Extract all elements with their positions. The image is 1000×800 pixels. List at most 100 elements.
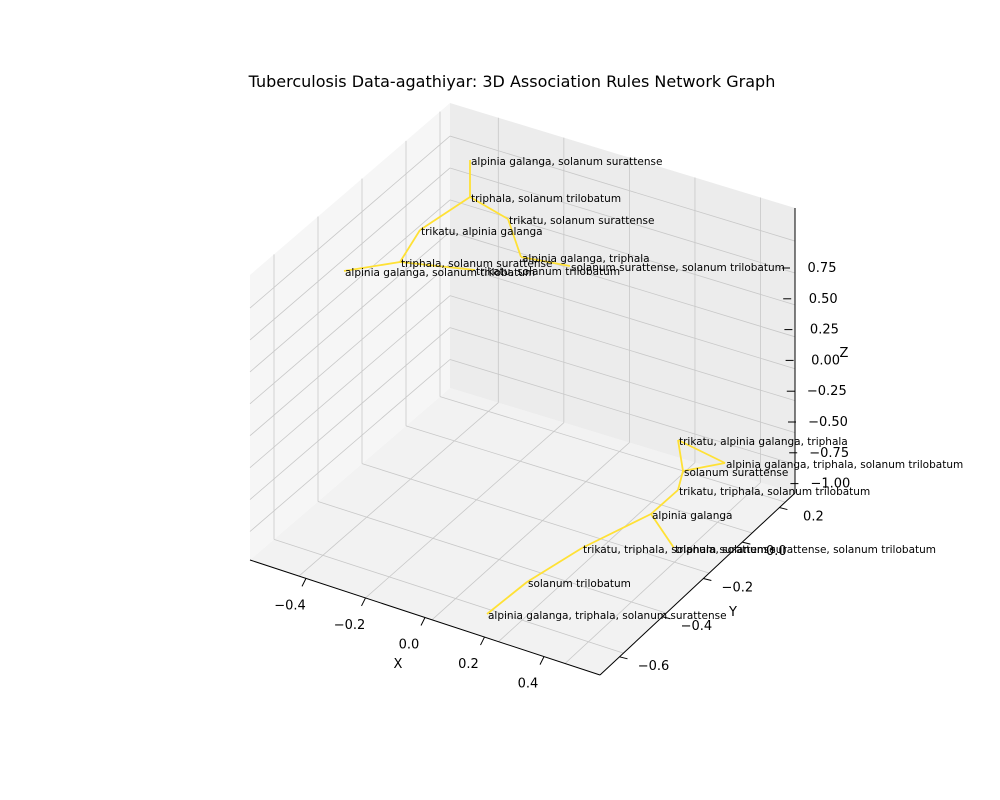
z-tick-label: −0.25 — [807, 384, 847, 399]
network-edge — [399, 229, 421, 263]
z-tick-label: −0.50 — [808, 415, 848, 430]
grid-line — [298, 402, 499, 577]
grid-line — [431, 442, 630, 621]
grid-line — [249, 135, 451, 309]
x-tick-mark — [420, 617, 426, 626]
grid-line — [449, 295, 796, 402]
node-label: trikatu, triphala, solanum trilobatum — [679, 486, 870, 498]
x-tick-label: −0.2 — [334, 618, 366, 633]
grid-line — [449, 359, 796, 465]
node-label: triphala, solanum surattense — [401, 258, 552, 270]
node-label: triphala, solanum surattense, solanum tr… — [675, 544, 936, 556]
x-tick-mark — [539, 656, 545, 665]
node-label: triphala, solanum trilobatum — [471, 193, 621, 205]
y-tick-mark — [619, 656, 628, 660]
grid-line — [564, 482, 761, 664]
y-tick-label: 0.2 — [803, 510, 824, 525]
z-axis-label: Z — [840, 346, 849, 361]
x-tick-mark — [301, 578, 307, 587]
y-tick-mark — [703, 578, 712, 582]
grid-line — [449, 263, 796, 370]
grid-line — [449, 167, 796, 274]
network-edge — [682, 462, 726, 472]
node-labels: alpinia galanga, solanum surattense triph… — [345, 156, 963, 622]
y-tick-label: −0.6 — [638, 659, 670, 674]
network-edge — [650, 489, 679, 515]
network-edge — [677, 439, 726, 464]
node-label: trikatu, triphala, solanum surattense — [583, 544, 776, 556]
grid-line — [449, 199, 796, 306]
node-label: alpinia galanga, triphala, solanum trilo… — [726, 459, 963, 471]
y-tick-mark — [662, 616, 671, 620]
left-wall-pane — [250, 103, 450, 560]
network-edge — [469, 196, 509, 220]
network-edges — [343, 160, 726, 615]
z-tick-label: 0.75 — [808, 261, 837, 276]
network-edge — [486, 581, 528, 615]
axis-line — [599, 492, 796, 676]
node-label: solanum surattense — [684, 467, 788, 479]
z-tick-label: 0.00 — [811, 353, 840, 368]
network-edge — [399, 261, 476, 271]
network-edge — [343, 261, 401, 272]
z-tick-label: −0.75 — [809, 446, 849, 461]
grid-line — [273, 538, 624, 654]
z-tick-label: 0.50 — [809, 292, 838, 307]
y-tick-label: −0.2 — [722, 581, 754, 596]
x-tick-mark — [480, 636, 485, 646]
floor-pane — [250, 388, 795, 675]
x-tick-label: −0.4 — [274, 598, 306, 613]
grid-line — [317, 501, 667, 614]
node-label: solanum trilobatum — [528, 578, 631, 590]
network-edge — [677, 470, 684, 491]
grid-line — [449, 231, 796, 338]
back-wall-pane — [450, 103, 795, 493]
node-label: trikatu, alpinia galanga — [421, 226, 543, 238]
y-tick-label: −0.4 — [681, 619, 713, 634]
x-axis-label: X — [394, 657, 403, 672]
x-tick-label: 0.2 — [458, 657, 479, 672]
grid-line — [249, 199, 451, 373]
network-edge — [650, 513, 675, 549]
y-tick-label: 0.0 — [766, 544, 787, 559]
grid-line — [249, 231, 451, 405]
grid-line — [498, 462, 696, 642]
node-label: alpinia galanga, triphala, solanum surat… — [488, 610, 727, 622]
grid-line — [249, 327, 451, 500]
grid-line — [365, 422, 565, 599]
grid-line — [249, 263, 451, 437]
x-tick-label: 0.0 — [399, 638, 420, 653]
network-edge — [507, 218, 522, 258]
grid-line — [249, 167, 451, 341]
x-tick-mark — [361, 597, 366, 607]
y-tick-mark — [779, 507, 788, 511]
z-tick-label: −1.00 — [810, 477, 850, 492]
node-label: alpinia galanga, triphala — [522, 253, 650, 265]
node-label: trikatu, solanum trilobatum — [476, 266, 620, 278]
grid-line — [249, 359, 451, 532]
node-label: solanum surattense, solanum trilobatum — [571, 262, 785, 274]
z-tick-label: 0.25 — [810, 323, 839, 338]
node-label: alpinia galanga, solanum trilobatum — [345, 267, 535, 279]
grid-line — [449, 135, 796, 242]
network-edge — [526, 547, 583, 583]
grid-line — [361, 463, 710, 574]
grid-line — [405, 425, 753, 534]
tick-labels: −0.4 −0.2 0.0 0.2 0.4 0.2 0.0 −0.2 −0.4 −0.6 0.75 0… — [274, 261, 850, 692]
node-label: trikatu, solanum surattense — [509, 215, 654, 227]
network-edge — [419, 196, 471, 231]
network-edge — [520, 256, 571, 267]
chart-title: Tuberculosis Data-agathiyar: 3D Associat… — [248, 72, 776, 91]
grid-line — [439, 396, 786, 503]
grid-line — [249, 295, 451, 468]
grid-line — [449, 327, 796, 433]
node-label: alpinia galanga, solanum surattense — [471, 156, 662, 168]
y-tick-mark — [742, 541, 751, 545]
x-tick-label: 0.4 — [518, 677, 539, 692]
node-label: trikatu, alpinia galanga, triphala — [679, 436, 848, 448]
axes-panes — [250, 103, 795, 675]
node-label: alpinia galanga — [652, 510, 732, 522]
grid-lines — [249, 111, 796, 664]
network-edge — [581, 513, 652, 549]
